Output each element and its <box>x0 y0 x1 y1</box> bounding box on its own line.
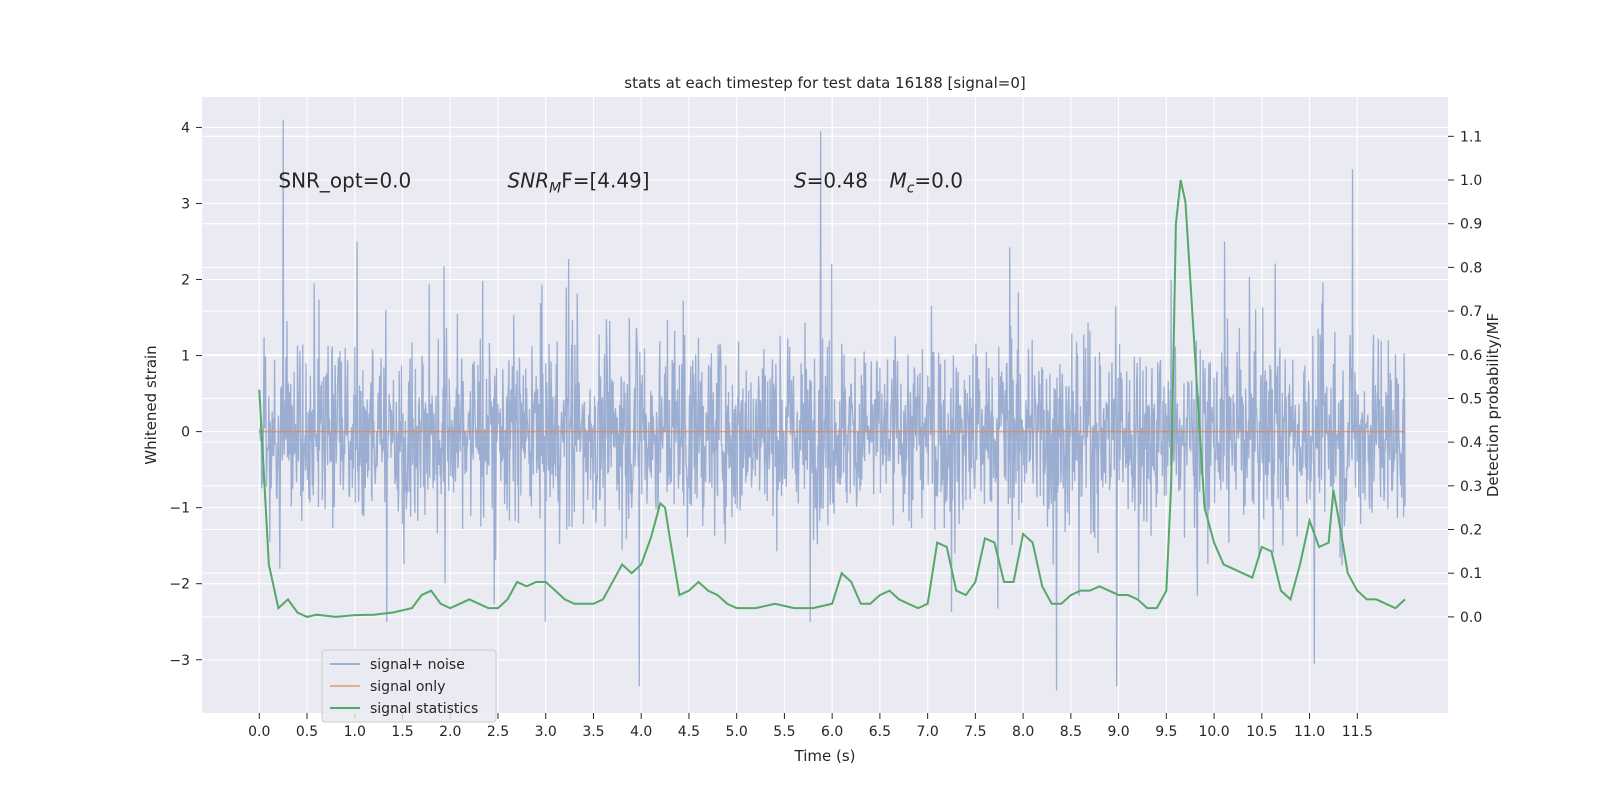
legend-box <box>321 649 497 723</box>
legend-label-noise: signal+ noise <box>370 657 465 673</box>
annotation-snr-opt: SNR_opt=0.0 <box>278 169 411 193</box>
tick-label-y-left: 2 <box>181 273 190 289</box>
annotation-mc-base: M <box>889 169 906 193</box>
tick-label-y-left: 4 <box>181 120 190 136</box>
annotation-s-stat-base: S <box>794 169 807 193</box>
legend: signal+ noise signal only signal statist… <box>321 649 497 723</box>
y-axis-left-label: Whitened strain <box>142 345 160 464</box>
tick-label-y-right: 0.3 <box>1460 479 1482 495</box>
tick-label-x: 1.0 <box>344 724 366 740</box>
tick-label-y-right: 0.9 <box>1460 217 1482 233</box>
annotation-s-stat: S=0.48 <box>794 169 868 193</box>
y-axis-right-ticks: 0.0 0.1 0.2 0.3 0.4 0.5 0.6 0.7 0.8 0.9 1.0 1.1 <box>1448 129 1482 626</box>
legend-label-signal-only: signal only <box>370 679 445 695</box>
tick-label-y-right: 1.0 <box>1460 173 1482 189</box>
tick-label-x: 10.5 <box>1246 724 1277 740</box>
annotation-snr-mf-base: SNR <box>508 169 550 193</box>
legend-item-signal-plus-noise: signal+ noise <box>330 657 465 673</box>
tick-label-x: 7.0 <box>917 724 939 740</box>
tick-label-x: 0.5 <box>296 724 318 740</box>
tick-label-x: 6.5 <box>869 724 891 740</box>
tick-label-x: 0.0 <box>248 724 270 740</box>
x-axis-ticks: 0.0 0.5 1.0 1.5 2.0 2.5 3.0 3.5 4.0 4.5 5.0 5.5 6.0 6… <box>248 713 1373 740</box>
tick-label-x: 7.5 <box>964 724 986 740</box>
tick-label-y-left: −1 <box>169 501 190 517</box>
annotation-mc-rest: =0.0 <box>914 169 963 193</box>
annotation-snr-mf: SNRMF=[4.49] <box>508 169 650 197</box>
tick-label-x: 9.0 <box>1107 724 1129 740</box>
annotation-snr-mf-sub: M <box>549 181 561 197</box>
tick-label-x: 4.0 <box>630 724 652 740</box>
x-axis-label: Time (s) <box>794 747 856 765</box>
tick-label-x: 5.0 <box>726 724 748 740</box>
tick-label-x: 5.5 <box>773 724 795 740</box>
y-axis-right-label: Detection probability/MF <box>1484 313 1502 497</box>
chart-title: stats at each timestep for test data 161… <box>624 74 1025 92</box>
tick-label-x: 10.0 <box>1198 724 1229 740</box>
annotations: SNR_opt=0.0 SNRMF=[4.49] S=0.48 Mc=0.0 <box>278 169 963 197</box>
tick-label-y-left: 1 <box>181 349 190 365</box>
line-signal-plus-noise <box>258 119 1406 691</box>
tick-label-y-right: 0.7 <box>1460 304 1482 320</box>
tick-label-x: 9.5 <box>1155 724 1177 740</box>
tick-label-x: 8.0 <box>1012 724 1034 740</box>
y-axis-left-ticks: −3 −2 −1 0 1 2 3 4 <box>169 120 202 669</box>
annotation-snr-mf-rest: F=[4.49] <box>561 169 649 193</box>
tick-label-x: 3.5 <box>582 724 604 740</box>
tick-label-y-left: 0 <box>181 425 190 441</box>
tick-label-x: 11.0 <box>1294 724 1325 740</box>
tick-label-y-right: 0.0 <box>1460 610 1482 626</box>
tick-label-y-right: 0.4 <box>1460 435 1482 451</box>
series-signal-plus-noise <box>258 119 1406 691</box>
legend-label-statistics: signal statistics <box>370 701 478 717</box>
legend-item-signal-only: signal only <box>330 679 445 695</box>
tick-label-y-left: −2 <box>169 577 190 593</box>
annotation-s-stat-rest: =0.48 <box>807 169 868 193</box>
legend-item-signal-statistics: signal statistics <box>330 701 478 717</box>
tick-label-y-left: 3 <box>181 196 190 212</box>
tick-label-y-right: 0.6 <box>1460 348 1482 364</box>
tick-label-y-right: 0.5 <box>1460 391 1482 407</box>
tick-label-x: 2.5 <box>487 724 509 740</box>
annotation-mc-sub: c <box>907 181 915 197</box>
tick-label-x: 4.5 <box>678 724 700 740</box>
series-signal-statistics <box>258 179 1406 618</box>
tick-label-y-right: 0.1 <box>1460 566 1482 582</box>
tick-label-x: 2.0 <box>439 724 461 740</box>
tick-label-x: 11.5 <box>1342 724 1373 740</box>
line-signal-statistics <box>258 179 1406 618</box>
annotation-mc: Mc=0.0 <box>889 169 963 197</box>
tick-label-y-right: 0.8 <box>1460 260 1482 276</box>
tick-label-x: 6.0 <box>821 724 843 740</box>
tick-label-y-right: 1.1 <box>1460 129 1482 145</box>
tick-label-x: 1.5 <box>391 724 413 740</box>
tick-label-x: 8.5 <box>1060 724 1082 740</box>
tick-label-x: 3.0 <box>535 724 557 740</box>
tick-label-y-left: −3 <box>169 653 190 669</box>
tick-label-y-right: 0.2 <box>1460 523 1482 539</box>
